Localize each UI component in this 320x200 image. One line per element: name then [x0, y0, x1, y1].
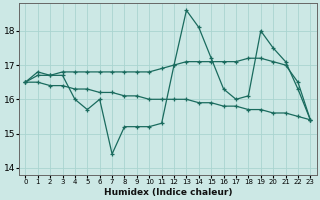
X-axis label: Humidex (Indice chaleur): Humidex (Indice chaleur) — [104, 188, 232, 197]
